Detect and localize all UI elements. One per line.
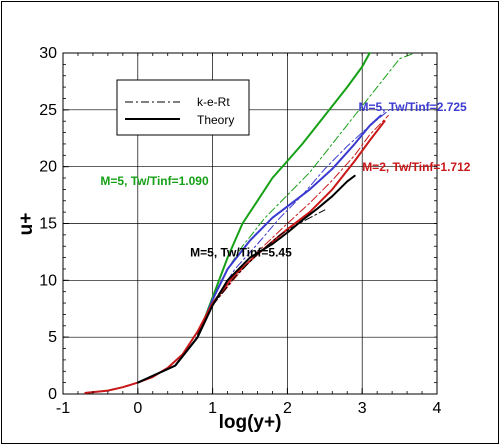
annotations: M=5, Tw/Tinf=2.725 M=2, Tw/Tinf=1.712 M=5,… <box>100 100 470 259</box>
series-line-7-dash-dot <box>197 209 326 336</box>
x-tick-label: 3 <box>358 400 367 417</box>
legend-label-theory: Theory <box>197 113 234 127</box>
y-tick-label: 0 <box>48 386 57 403</box>
series-layer <box>84 52 416 394</box>
y-tick-label: 25 <box>39 102 57 119</box>
x-axis-title: log(y+) <box>219 412 282 433</box>
series-line-3-dash-dot <box>197 107 393 338</box>
legend-box <box>116 79 250 136</box>
y-tick-label: 15 <box>39 216 57 233</box>
x-tick-label: 4 <box>433 400 442 417</box>
y-tick-label: 5 <box>48 329 57 346</box>
series-line-6-solid <box>136 174 356 384</box>
annotation-label-0: M=5, Tw/Tinf=2.725 <box>358 100 467 114</box>
x-tick-label: 1 <box>208 400 217 417</box>
x-tick-label: -1 <box>56 400 70 417</box>
x-tick-label: 2 <box>283 400 292 417</box>
grid <box>63 53 437 394</box>
y-tick-labels: 0 5 10 15 20 25 30 <box>39 45 57 403</box>
tick-marks <box>62 52 438 395</box>
annotation-label-3: M=5, Tw/Tinf=5.45 <box>190 245 292 259</box>
plot-area <box>62 52 438 395</box>
legend-label-k-e-rt: k-e-Rt <box>197 95 230 109</box>
annotation-label-1: M=2, Tw/Tinf=1.712 <box>362 160 471 174</box>
y-tick-label: 10 <box>39 272 57 289</box>
x-tick-label: 0 <box>133 400 142 417</box>
x-tick-labels: -1 0 1 2 3 4 <box>56 400 442 417</box>
annotation-label-2: M=5, Tw/Tinf=1.090 <box>100 174 209 188</box>
series-line-4-solid <box>84 120 386 394</box>
y-tick-label: 30 <box>39 45 57 62</box>
y-axis-title: u+ <box>16 213 37 236</box>
legend: k-e-Rt Theory <box>116 79 250 136</box>
y-tick-label: 20 <box>39 159 57 176</box>
